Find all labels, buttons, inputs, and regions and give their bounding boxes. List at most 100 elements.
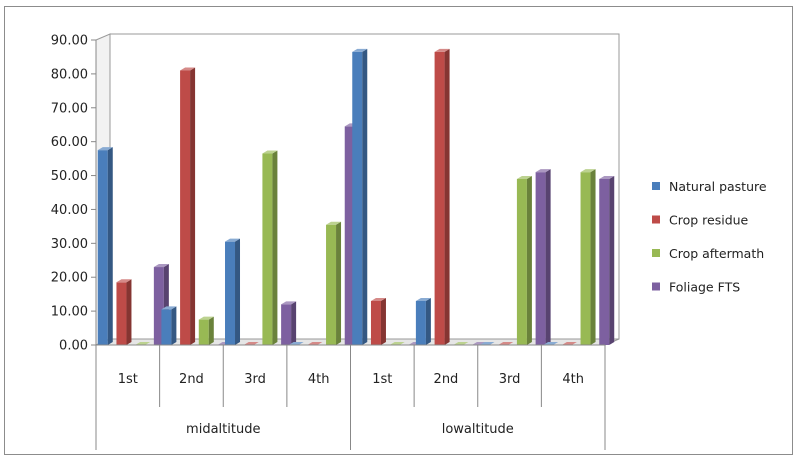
- x-category-label: 4th: [562, 372, 584, 387]
- bar-front: [198, 319, 209, 345]
- bar-top: [479, 342, 495, 345]
- bar-natural-pasture: [415, 297, 431, 345]
- legend-swatch: [652, 249, 660, 257]
- bar-top: [116, 279, 132, 283]
- legend-label: Crop aftermath: [669, 246, 764, 261]
- bar-crop-aftermath: [389, 342, 405, 345]
- bar-natural-pasture: [352, 48, 368, 345]
- bar-crop-aftermath: [580, 169, 596, 345]
- bar-top: [389, 342, 405, 345]
- bar-crop-residue: [307, 342, 323, 345]
- bar-crop-aftermath: [135, 342, 151, 345]
- bar-side: [190, 67, 196, 345]
- x-category-label: 3rd: [244, 372, 266, 387]
- bar-natural-pasture: [225, 238, 241, 345]
- x-category-label: 3rd: [499, 372, 521, 387]
- bar-top: [161, 306, 177, 310]
- bar-top: [370, 297, 386, 301]
- bar-front: [262, 153, 273, 345]
- bar-front: [352, 51, 363, 345]
- bar-front: [116, 282, 127, 345]
- bar-crop-residue: [561, 342, 577, 345]
- legend-item: Crop residue: [652, 213, 749, 228]
- x-category-label: 2nd: [434, 372, 459, 387]
- bar-side: [171, 306, 177, 345]
- y-tick-label: 40.00: [51, 203, 88, 218]
- bar-top: [281, 301, 297, 305]
- bar-front: [434, 51, 445, 345]
- x-category-label: 1st: [372, 372, 392, 387]
- bar-foliage-fts: [535, 169, 551, 345]
- bar-side: [526, 175, 532, 345]
- bar-natural-pasture: [161, 306, 177, 345]
- legend-item: Crop aftermath: [652, 246, 764, 261]
- bar-top: [153, 264, 169, 268]
- x-axis: 1st 2nd 3rd 4th midaltitude 1st 2nd 3rd 4th lowal…: [95, 344, 606, 450]
- bar-front: [599, 178, 610, 345]
- bar-crop-residue: [434, 48, 450, 345]
- x-category-label: 2nd: [179, 372, 204, 387]
- legend-label: Foliage FTS: [669, 280, 740, 295]
- bar-top: [516, 175, 532, 179]
- bar-crop-residue: [180, 67, 196, 345]
- bar-top: [543, 342, 559, 345]
- bar-front: [180, 70, 191, 345]
- bar-side: [107, 147, 113, 345]
- bars: [97, 48, 615, 346]
- bar-front: [370, 300, 381, 345]
- bar-front: [97, 150, 108, 345]
- legend-swatch: [652, 215, 660, 224]
- bar-top: [498, 342, 514, 345]
- bar-side: [590, 169, 596, 345]
- bar-top: [97, 147, 113, 151]
- bar-natural-pasture: [97, 147, 113, 345]
- bar-side: [362, 48, 368, 345]
- bar-crop-residue: [498, 342, 514, 345]
- bar-top: [198, 316, 214, 320]
- bar-front: [580, 172, 591, 345]
- bar-front: [225, 241, 236, 345]
- x-group-label: midaltitude: [186, 422, 260, 437]
- bar-top: [352, 48, 368, 52]
- y-tick-label: 50.00: [51, 169, 88, 184]
- bar-top: [243, 342, 259, 345]
- y-tick-label: 0.00: [59, 339, 88, 354]
- y-tick-label: 80.00: [51, 67, 88, 82]
- bar-front: [516, 178, 527, 345]
- bar-crop-aftermath: [453, 342, 469, 345]
- bar-front: [281, 304, 292, 345]
- bar-top: [415, 297, 431, 301]
- bar-top: [225, 238, 241, 242]
- bar-top: [262, 150, 278, 154]
- bar-side: [380, 297, 386, 345]
- bar-side: [291, 301, 297, 345]
- bar-top: [453, 342, 469, 345]
- bar-crop-aftermath: [262, 150, 278, 345]
- legend-label: Natural pasture: [669, 179, 767, 194]
- legend-swatch: [652, 182, 660, 190]
- x-category-label: 4th: [308, 372, 330, 387]
- bar-natural-pasture: [288, 342, 304, 345]
- bar-top: [326, 221, 342, 225]
- bar-crop-aftermath: [198, 316, 214, 345]
- y-tick-label: 30.00: [51, 237, 88, 252]
- y-tick-label: 90.00: [51, 34, 88, 49]
- bar-top: [561, 342, 577, 345]
- bar-crop-residue: [116, 279, 132, 345]
- bar-top: [434, 48, 450, 52]
- bar-side: [272, 150, 278, 345]
- y-axis: 0.00 10.00 20.00 30.00 40.00 50.00 60.00 70.00 8…: [51, 34, 97, 354]
- bar-top: [535, 169, 551, 173]
- y-tick-label: 10.00: [51, 305, 88, 320]
- bar-front: [161, 309, 172, 345]
- bar-crop-aftermath: [516, 175, 532, 345]
- legend-swatch: [652, 282, 660, 291]
- y-tick-label: 60.00: [51, 135, 88, 150]
- x-category-label: 1st: [118, 372, 138, 387]
- bar-side: [336, 221, 342, 345]
- legend-item: Natural pasture: [652, 179, 767, 194]
- bar-top: [599, 175, 615, 179]
- bar-natural-pasture: [479, 342, 495, 345]
- bar-crop-residue: [370, 297, 386, 345]
